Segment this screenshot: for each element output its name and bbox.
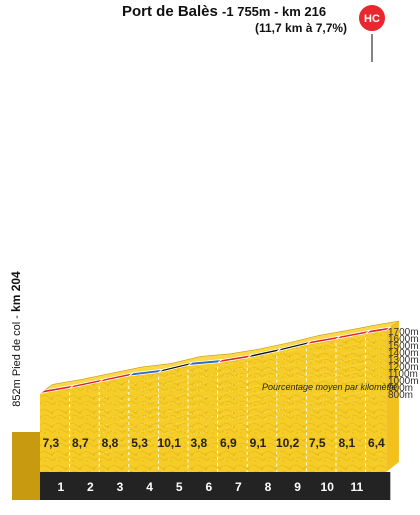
altitude-tick-label: 900m — [388, 383, 413, 394]
base-label: 852m Pied de col - km 204 — [9, 259, 23, 419]
km-label: 9 — [294, 480, 301, 494]
base-altitude-label: 852m Pied de col - — [11, 311, 23, 407]
km-label: 7 — [235, 480, 242, 494]
grid-line — [99, 372, 386, 434]
grade-label: 8,7 — [72, 436, 89, 450]
km-band — [40, 472, 391, 500]
grade-label: 6,9 — [220, 436, 237, 450]
km-label: 3 — [117, 480, 124, 494]
climb-title: Port de Balès -1 755m - km 216 — [122, 3, 326, 20]
grade-label: 3,8 — [190, 436, 207, 450]
grade-label: 7,3 — [42, 436, 59, 450]
grid-line — [99, 358, 386, 420]
km-label: 5 — [176, 480, 183, 494]
grade-label: 6,4 — [368, 436, 385, 450]
grid-line — [99, 344, 386, 406]
grid-line — [99, 351, 386, 413]
altitude-tick-label: 1600m — [388, 334, 419, 345]
grid-line — [99, 330, 386, 392]
grid-line — [99, 365, 386, 427]
altitude-tick-label: 1500m — [388, 341, 419, 352]
grade-label: 8,8 — [102, 436, 119, 450]
grid-line — [99, 386, 386, 448]
km-label: 11 — [350, 480, 363, 494]
km-label: 8 — [265, 480, 272, 494]
grid-line — [99, 393, 386, 455]
grid-line — [99, 379, 386, 441]
terrain-side — [386, 321, 399, 472]
grade-label: 9,1 — [250, 436, 267, 450]
category-label: HC — [364, 13, 380, 25]
altitude-tick-label: 800m — [388, 390, 413, 401]
altitude-tick-label: 1700m — [388, 327, 419, 338]
altitude-tick-label: 1400m — [388, 348, 419, 359]
km-label: 10 — [321, 480, 335, 494]
climb-stats: (11,7 km à 7,7%) — [255, 21, 348, 35]
terrain-front — [40, 330, 387, 500]
climb-name: Port de Balès — [122, 3, 218, 20]
climb-summit: -1 755m - km 216 — [222, 4, 327, 19]
km-label: 6 — [205, 480, 212, 494]
grade-segment — [365, 326, 392, 334]
altitude-tick-label: 1000m — [388, 376, 419, 387]
altitude-tick-label: 1100m — [388, 369, 418, 380]
grid-line — [99, 337, 386, 399]
base-side — [12, 432, 40, 500]
km-label: 1 — [57, 480, 64, 494]
km-label: 2 — [87, 480, 94, 494]
altitude-tick-label: 1300m — [388, 355, 419, 366]
base-km-label: km 204 — [9, 271, 23, 312]
km-label: 4 — [146, 480, 153, 494]
grade-label: 5,3 — [131, 436, 148, 450]
grade-label: 10,2 — [276, 436, 300, 450]
grade-label: 7,5 — [309, 436, 326, 450]
altitude-tick-label: 1200m — [388, 362, 419, 373]
category-badge — [357, 3, 387, 33]
grade-label: 8,1 — [338, 436, 355, 450]
grade-legend: Pourcentage moyen par kilomètre — [262, 382, 397, 392]
grade-label: 10,1 — [158, 436, 182, 450]
